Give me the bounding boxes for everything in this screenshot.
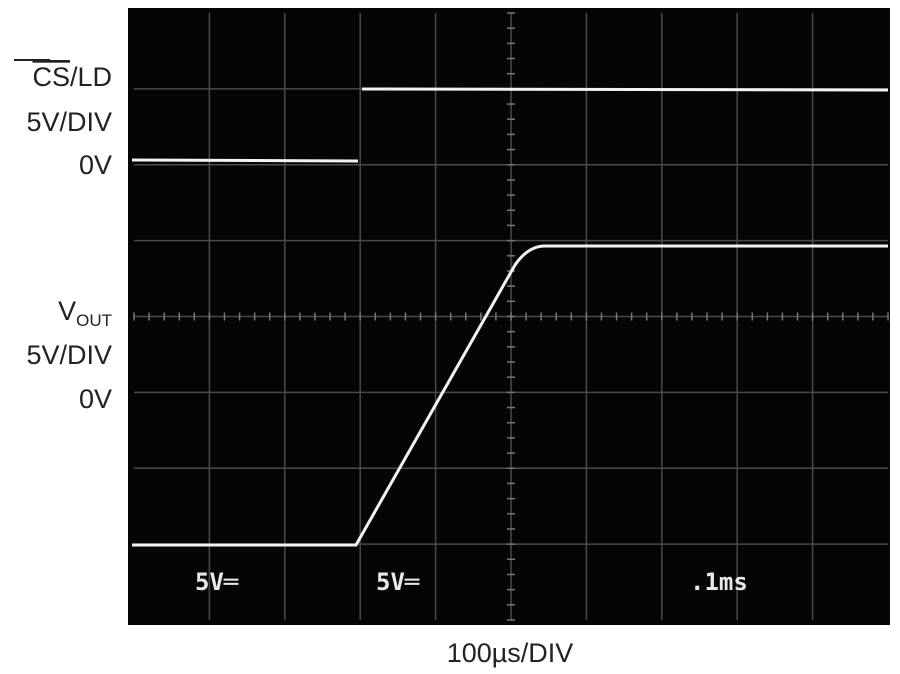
channel1-name-overlined: CS: [32, 62, 70, 92]
channel2-name-main: V: [58, 296, 76, 326]
channel2-name: VOUT: [58, 296, 112, 330]
channel1-name: CS/LD: [32, 62, 112, 92]
channel1-name-rest: /LD: [70, 62, 112, 92]
screen-readout: 5V═: [376, 568, 420, 596]
trace-cs-ld: [131, 87, 889, 163]
timebase: 100µs/DIV: [447, 638, 574, 668]
channel1-ground: 0V: [79, 150, 112, 180]
channel2-scale: 5V/DIV: [26, 340, 112, 370]
channel2-ground: 0V: [79, 384, 112, 414]
channel2-name-sub: OUT: [76, 311, 112, 330]
channel1-scale: 5V/DIV: [26, 107, 112, 137]
trace-vout: [132, 244, 888, 547]
screen-readout: 5V═: [195, 568, 239, 596]
screen-readout: .1ms: [690, 568, 748, 596]
